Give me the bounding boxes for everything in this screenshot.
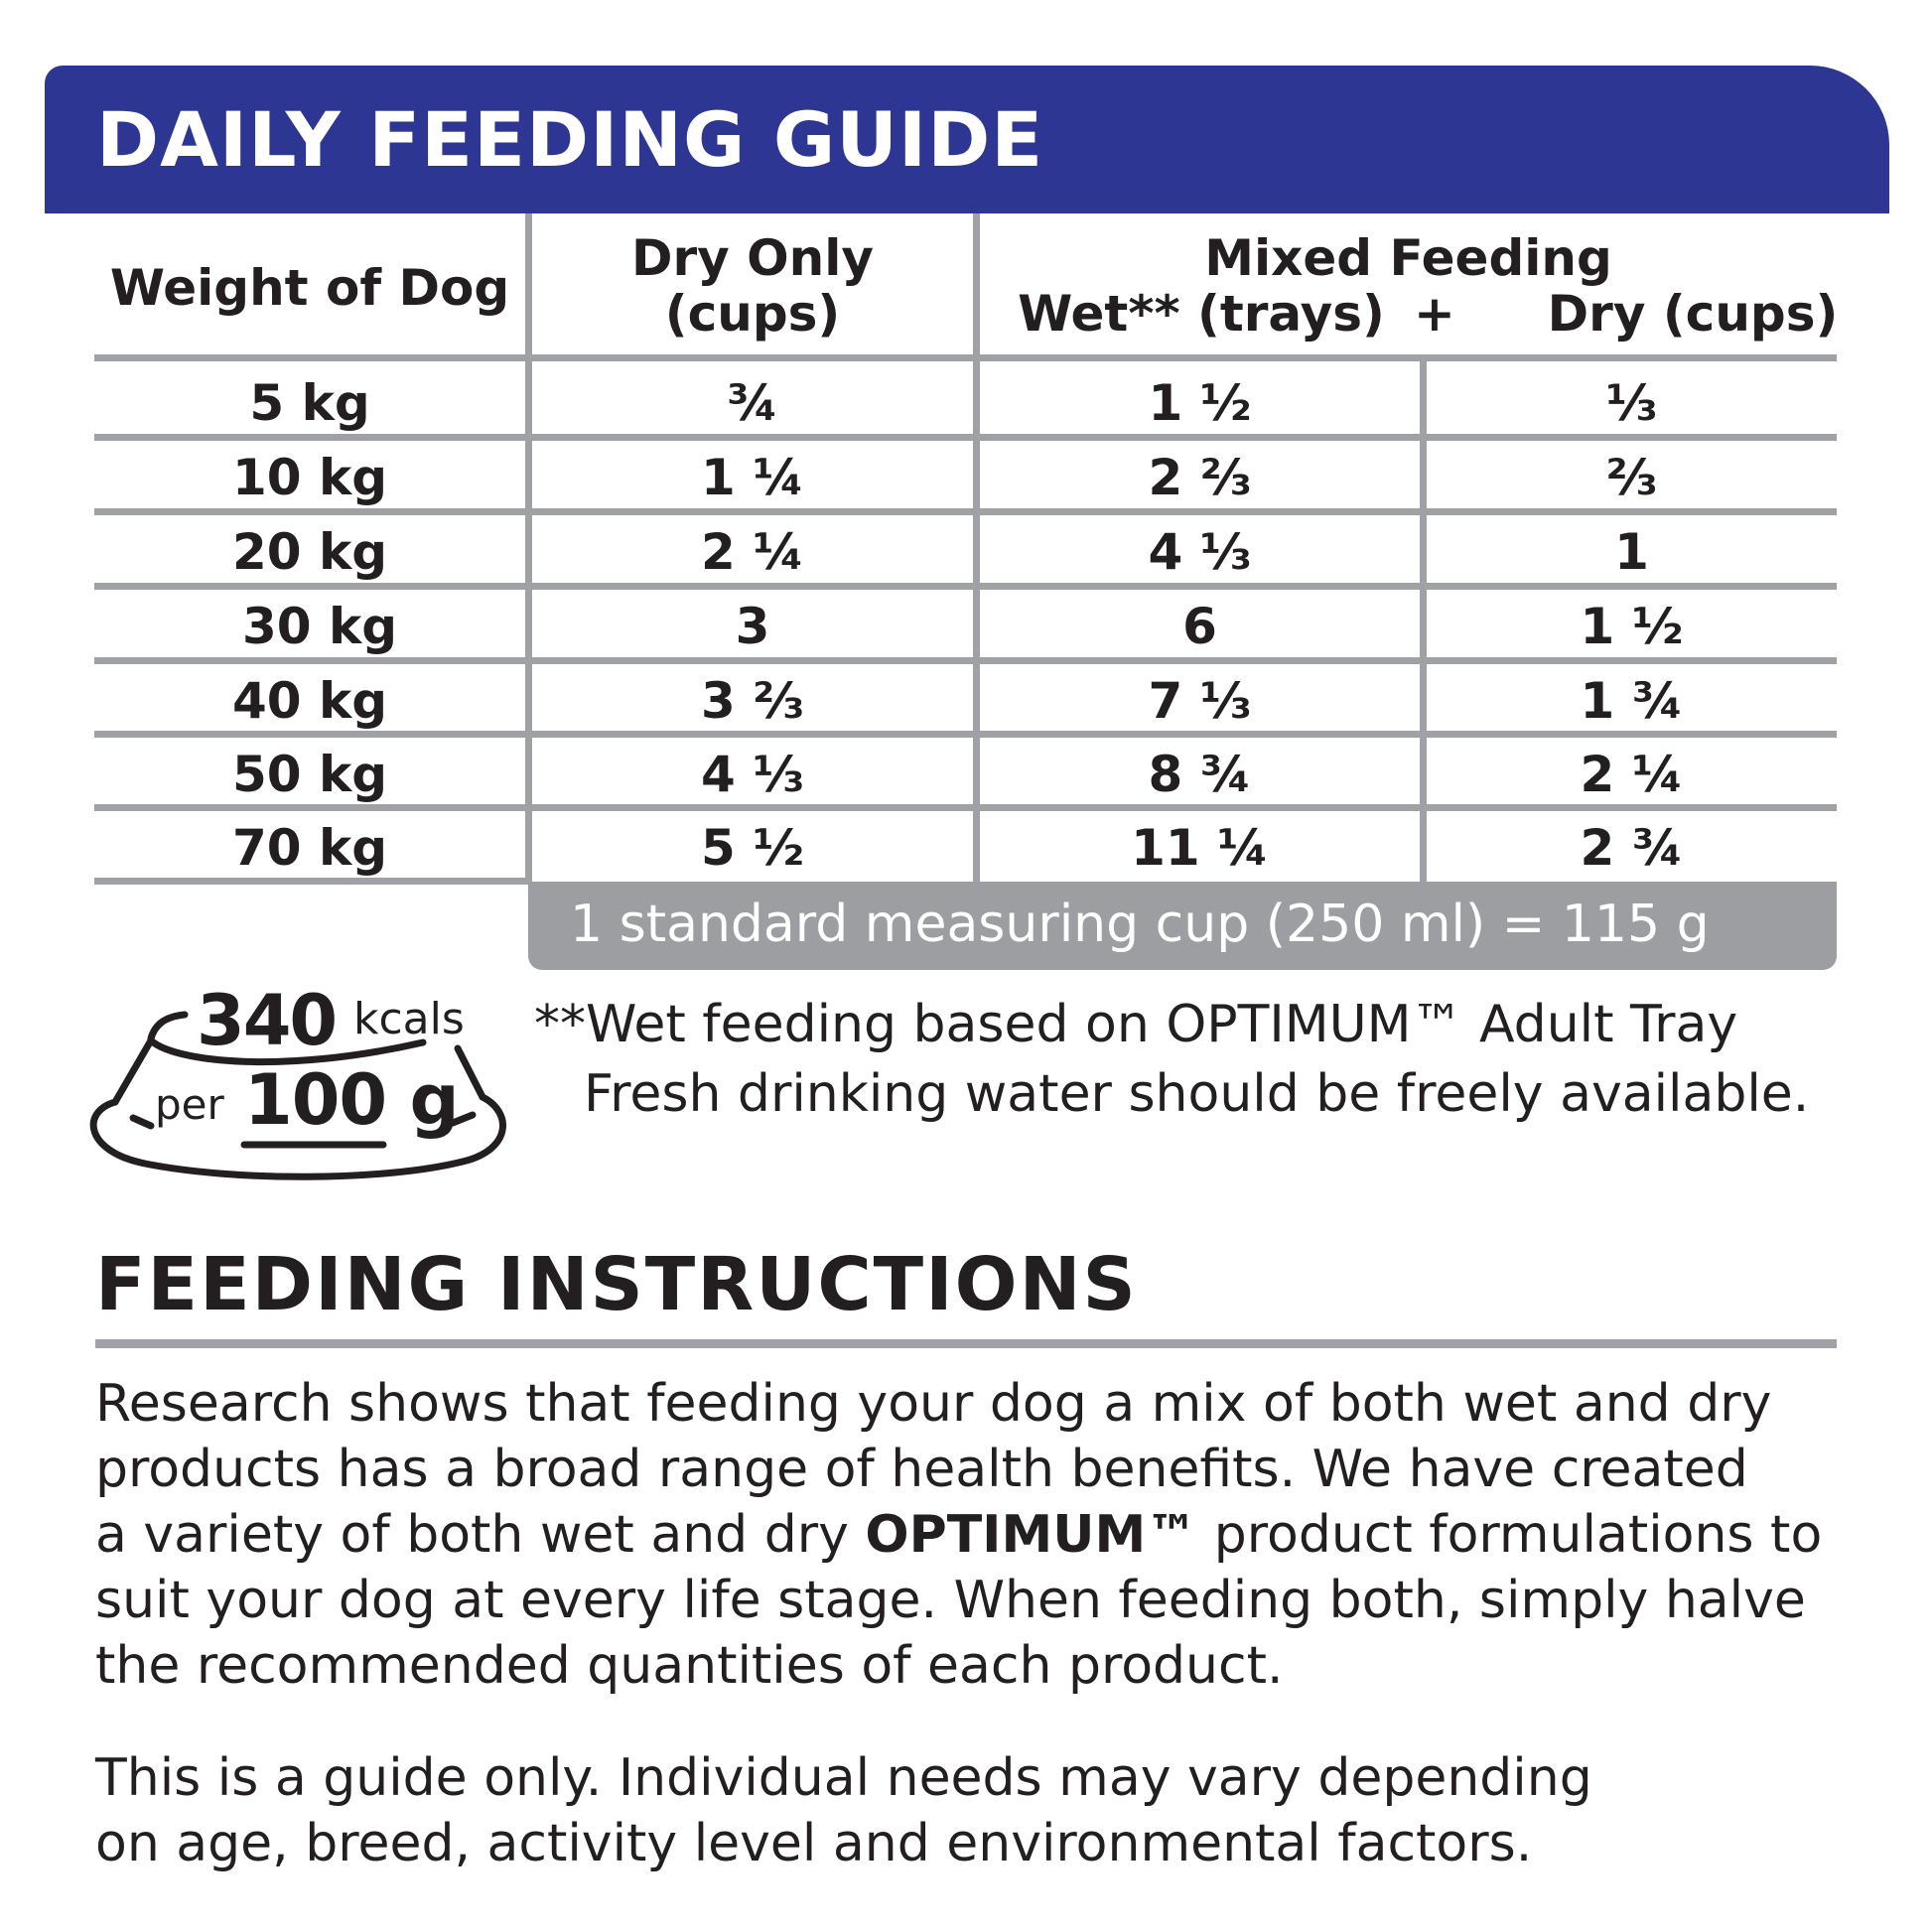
measuring-cup-text: 1 standard measuring cup (250 ml) = 115 … xyxy=(570,895,1710,954)
dog-bowl-icon xyxy=(89,1011,506,1180)
cell-dry-only: 4 ⅓ xyxy=(701,746,804,803)
paragraph-line: Research shows that feeding your dog a m… xyxy=(95,1374,1772,1434)
cell-mixed-dry: 1 ½ xyxy=(1580,598,1684,655)
col-header-weight: Weight of Dog xyxy=(109,259,510,317)
paragraph-text: a variety of both wet and dry xyxy=(95,1505,866,1565)
footnote-wet-feeding: **Wet feeding based on OPTIMUM™ Adult Tr… xyxy=(534,995,1738,1054)
row-rule xyxy=(94,434,1837,441)
row-rule xyxy=(94,804,1837,811)
header-band xyxy=(45,66,1889,213)
cell-dry-only: 3 xyxy=(735,598,770,655)
instructions-paragraph-2: This is a guide only. Individual needs m… xyxy=(95,1745,1882,1876)
cell-dry-only: 2 ¼ xyxy=(701,523,804,581)
row-rule xyxy=(94,878,528,885)
cell-mixed-dry: ⅓ xyxy=(1605,374,1658,432)
measuring-cup-banner: 1 standard measuring cup (250 ml) = 115 … xyxy=(528,882,1837,970)
cell-mixed-wet: 11 ¼ xyxy=(1131,819,1269,877)
instructions-rule xyxy=(95,1339,1837,1348)
cell-dry-only: 1 ¼ xyxy=(701,449,804,506)
col-header-mixed-wet: Wet** (trays) xyxy=(1018,285,1385,343)
col-header-dry-only-line1: Dry Only xyxy=(631,229,874,287)
cell-mixed-dry: 1 ¾ xyxy=(1580,672,1684,730)
cell-mixed-wet: 8 ¾ xyxy=(1148,746,1252,803)
footnote-water: Fresh drinking water should be freely av… xyxy=(584,1064,1810,1124)
paragraph-line: suit your dog at every life stage. When … xyxy=(95,1571,1806,1630)
col-header-dry-only-line2: (cups) xyxy=(664,285,841,343)
cell-weight: 20 kg xyxy=(231,523,388,581)
cell-dry-only: ¾ xyxy=(727,374,778,432)
instructions-title: FEEDING INSTRUCTIONS xyxy=(95,1242,1138,1327)
instructions-paragraph-1: Research shows that feeding your dog a m… xyxy=(95,1371,1882,1699)
cell-mixed-wet: 6 xyxy=(1182,598,1217,655)
cell-weight: 50 kg xyxy=(231,746,388,803)
paragraph-line: This is a guide only. Individual needs m… xyxy=(95,1748,1592,1808)
row-rule xyxy=(94,583,1837,590)
cell-mixed-wet: 7 ⅓ xyxy=(1148,672,1252,730)
per-label: per xyxy=(155,1080,224,1129)
cell-weight: 30 kg xyxy=(241,598,398,655)
per-quantity: 100 g xyxy=(244,1059,460,1141)
brand-name: OPTIMUM™ xyxy=(865,1505,1198,1565)
page-title: DAILY FEEDING GUIDE xyxy=(96,95,1044,184)
col-header-dry-only: Dry Only (cups) xyxy=(532,230,973,342)
row-rule xyxy=(94,657,1837,664)
cell-mixed-dry: 2 ¼ xyxy=(1580,746,1684,803)
cell-dry-only: 5 ½ xyxy=(701,819,804,877)
cell-dry-only: 3 ⅔ xyxy=(701,672,804,730)
divider-dry-mixed xyxy=(973,213,980,882)
cell-weight: 5 kg xyxy=(249,374,370,432)
header-rule xyxy=(94,354,1837,361)
cell-mixed-dry: 2 ¾ xyxy=(1580,819,1684,877)
cell-mixed-dry: 1 xyxy=(1614,523,1649,581)
paragraph-line: on age, breed, activity level and enviro… xyxy=(95,1814,1533,1873)
cell-mixed-wet: 2 ⅔ xyxy=(1148,449,1252,506)
col-header-mixed-title: Mixed Feeding xyxy=(1204,229,1612,287)
cell-weight: 40 kg xyxy=(231,672,388,730)
cell-mixed-dry: ⅔ xyxy=(1605,449,1658,506)
cell-weight: 10 kg xyxy=(231,449,388,506)
col-header-mixed-plus: + xyxy=(1414,285,1455,343)
kcal-unit: kcals xyxy=(353,994,465,1044)
row-rule xyxy=(94,731,1837,738)
col-header-mixed-dry: Dry (cups) xyxy=(1547,285,1839,343)
cell-mixed-wet: 4 ⅓ xyxy=(1148,523,1252,581)
paragraph-text: product formulations to xyxy=(1197,1505,1823,1565)
row-rule xyxy=(94,508,1837,515)
divider-wet-dry xyxy=(1420,357,1427,882)
paragraph-line: the recommended quantities of each produ… xyxy=(95,1636,1284,1696)
energy-badge: 340 kcals per 100 g xyxy=(85,980,512,1181)
cell-mixed-wet: 1 ½ xyxy=(1148,374,1252,432)
cell-weight: 70 kg xyxy=(231,819,388,877)
kcal-value: 340 xyxy=(197,980,338,1061)
divider-weight-dry xyxy=(525,213,532,882)
paragraph-line: products has a broad range of health ben… xyxy=(95,1440,1748,1499)
paragraph-line: a variety of both wet and dry OPTIMUM™ p… xyxy=(95,1502,1882,1568)
